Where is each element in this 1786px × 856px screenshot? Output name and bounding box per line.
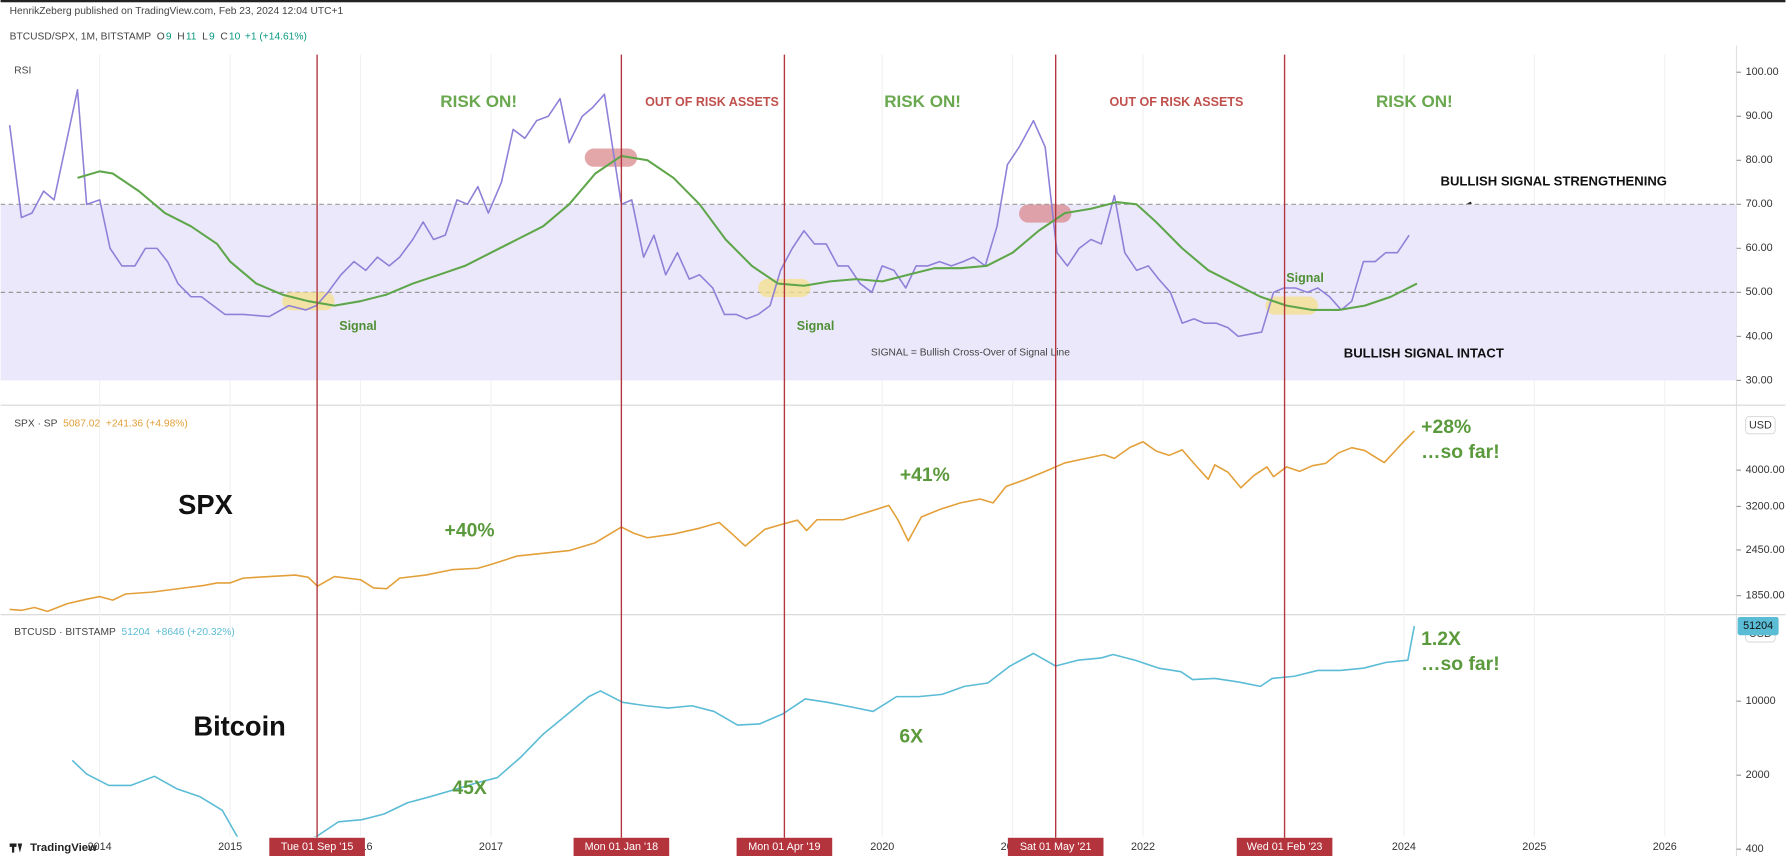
y-tick-label: 3200.00 [1746,500,1785,512]
date-label: Tue 01 Sep '15 [281,841,354,853]
annotation: RISK ON! [884,92,961,111]
y-tick-label: 50.00 [1746,286,1773,298]
series-line [8,89,1410,338]
tv-logo [9,843,23,853]
annotation: Signal [339,319,377,333]
pane-title: BTCUSD · BITSTAMP [14,626,116,637]
series-line [9,430,1415,613]
y-tick-label: 100.00 [1746,66,1779,78]
ohlc-value: 10 [229,31,241,42]
annotation: …so far! [1421,441,1499,463]
date-label: Sat 01 May '21 [1020,841,1092,853]
ohlc-value: 9 [166,31,172,42]
date-box [1236,837,1333,856]
publisher: HenrikZeberg published on TradingView.co… [10,6,344,17]
annotation: +28% [1421,416,1471,438]
y-tick-label: 30.00 [1746,374,1773,386]
annotation: OUT OF RISK ASSETS [1110,95,1244,109]
pane-title: SPX · SP [14,418,57,429]
date-box [269,837,365,856]
pane-header: BTCUSD · BITSTAMP 51204 +8646 (+20.32%) [14,626,235,637]
date-box [573,837,670,856]
last-value-box [1737,616,1779,636]
y-tick-label: 40.00 [1746,330,1773,342]
symbol: BTCUSD/SPX, 1M, BITSTAMP [10,31,152,42]
last-value-label: 51204 [1743,620,1773,632]
last-value: 5087.02 [63,418,100,429]
annotation: RISK ON! [1376,92,1453,111]
top-border [0,0,1786,3]
pane-header: SPX · SP 5087.02 +241.36 (+4.98%) [14,418,188,429]
series-line [71,625,1416,837]
x-tick-label: 2020 [870,841,894,853]
ohlc: O9 H11 L9 C10 [157,31,241,42]
annotation: OUT OF RISK ASSETS [645,95,779,109]
x-tick-label: 2024 [1392,841,1416,853]
change: +8646 (+20.32%) [156,626,235,637]
annotation: SIGNAL = Bullish Cross-Over of Signal Li… [871,348,1070,359]
ohlc-value: 11 [186,31,197,42]
symbol-line: BTCUSD/SPX, 1M, BITSTAMP O9 H11 L9 C10 +1 (+1… [10,31,307,42]
change: +241.36 (+4.98%) [106,418,188,429]
pane-plot [0,89,1737,381]
last-value: 51204 [122,626,151,637]
ohlc-label: L [202,31,208,42]
change: +1 (+14.61%) [245,31,307,42]
ohlc-label: O [157,31,165,42]
y-tick-label: 10000 [1746,695,1776,707]
highlight [584,148,638,167]
x-tick-label: 2015 [218,841,242,853]
annotation: +41% [900,464,950,486]
pane-plot [71,625,1416,837]
annotation: Signal [1286,271,1324,285]
x-tick-label: 2014 [88,841,112,853]
y-tick-label: 60.00 [1746,242,1773,254]
date-label: Mon 01 Jan '18 [585,841,659,853]
y-tick-label: 2000 [1746,769,1770,781]
x-tick-label: 2026 [1653,841,1677,853]
y-tick-label: 70.00 [1746,198,1773,210]
annotation: Signal [797,319,835,333]
x-tick-label: 2025 [1522,841,1546,853]
annotation: 45X [452,777,487,799]
annotation: Bitcoin [193,711,286,742]
annotation: BULLISH SIGNAL STRENGTHENING [1441,174,1667,189]
currency-box [1745,416,1776,435]
annotation: +40% [445,520,495,542]
annotation: BULLISH SIGNAL INTACT [1344,345,1504,360]
date-box [1007,837,1104,856]
date-box [736,837,833,856]
y-tick-label: 4000.00 [1746,464,1785,476]
pane-header: RSI [14,65,31,76]
x-tick-label: 2022 [1131,841,1155,853]
annotation: 1.2X [1421,628,1461,650]
y-tick-label: 400 [1746,843,1764,855]
ohlc-value: 9 [209,31,215,42]
currency: USD [1749,420,1772,432]
y-tick-label: 1850.00 [1746,590,1785,602]
date-label: Wed 01 Feb '23 [1247,841,1323,853]
date-label: Mon 01 Apr '19 [748,841,820,853]
ohlc-label: C [220,31,227,42]
y-tick-label: 2450.00 [1746,544,1785,556]
annotation: 6X [899,726,923,748]
annotation: SPX [178,489,233,520]
x-tick-label: 2017 [479,841,503,853]
pane-title: RSI [14,65,31,76]
y-tick-label: 80.00 [1746,154,1773,166]
annotation: RISK ON! [440,92,517,111]
ohlc-label: H [177,31,184,42]
pane-plot [9,430,1415,613]
y-tick-label: 90.00 [1746,110,1773,122]
series-line [77,154,1418,311]
annotation: …so far! [1421,653,1499,675]
footer-brand: TradingView [30,842,97,854]
